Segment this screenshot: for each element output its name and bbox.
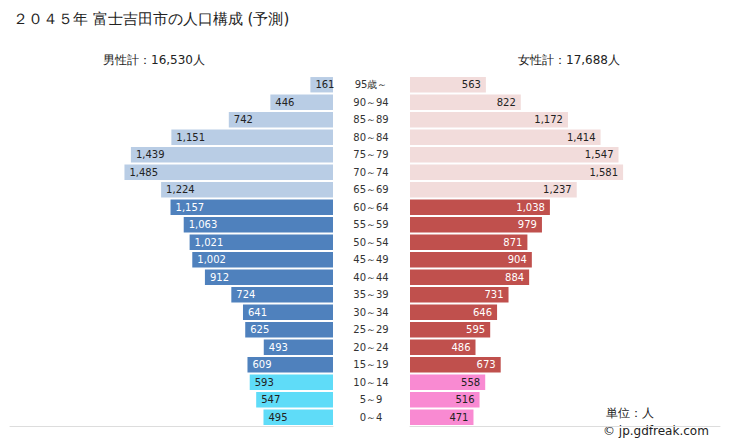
svg-text:1,002: 1,002: [197, 254, 226, 265]
svg-text:495: 495: [268, 412, 287, 423]
svg-text:486: 486: [451, 342, 470, 353]
svg-text:161: 161: [315, 79, 334, 90]
svg-text:70～74: 70～74: [353, 167, 388, 178]
svg-text:547: 547: [261, 394, 280, 405]
svg-text:20～24: 20～24: [353, 342, 388, 353]
svg-text:65～69: 65～69: [353, 184, 388, 195]
svg-text:1,172: 1,172: [534, 114, 563, 125]
svg-text:724: 724: [236, 289, 255, 300]
svg-text:884: 884: [505, 272, 524, 283]
svg-text:60～64: 60～64: [353, 202, 388, 213]
svg-text:822: 822: [497, 97, 516, 108]
svg-text:90～94: 90～94: [353, 97, 388, 108]
svg-text:75～79: 75～79: [353, 149, 388, 160]
svg-text:595: 595: [466, 324, 485, 335]
svg-text:1,038: 1,038: [516, 202, 545, 213]
svg-text:641: 641: [248, 307, 267, 318]
svg-text:30～34: 30～34: [353, 307, 388, 318]
svg-text:50～54: 50～54: [353, 237, 388, 248]
svg-text:1,021: 1,021: [195, 237, 224, 248]
svg-text:女性計：17,688人: 女性計：17,688人: [518, 53, 620, 67]
svg-text:1,439: 1,439: [136, 149, 165, 160]
svg-text:1,063: 1,063: [189, 219, 218, 230]
svg-text:646: 646: [473, 307, 492, 318]
svg-text:95歳～: 95歳～: [355, 79, 388, 90]
svg-text:625: 625: [250, 324, 269, 335]
svg-text:593: 593: [255, 377, 274, 388]
svg-text:979: 979: [518, 219, 537, 230]
svg-text:10～14: 10～14: [353, 377, 388, 388]
svg-text:471: 471: [449, 412, 468, 423]
svg-text:673: 673: [477, 359, 496, 370]
svg-text:1,237: 1,237: [543, 184, 572, 195]
svg-text:1,151: 1,151: [176, 132, 205, 143]
svg-text:２０４５年 富士吉田市の人口構成 (予測): ２０４５年 富士吉田市の人口構成 (予測): [13, 10, 289, 28]
svg-text:40～44: 40～44: [353, 272, 388, 283]
svg-text:© jp.gdfreak.com: © jp.gdfreak.com: [603, 424, 709, 438]
svg-text:609: 609: [252, 359, 271, 370]
svg-text:1,224: 1,224: [166, 184, 195, 195]
svg-text:563: 563: [462, 79, 481, 90]
svg-text:0～4: 0～4: [360, 412, 383, 423]
svg-text:85～89: 85～89: [353, 114, 388, 125]
svg-text:5～9: 5～9: [360, 394, 383, 405]
svg-text:80～84: 80～84: [353, 132, 388, 143]
svg-text:1,581: 1,581: [589, 167, 618, 178]
svg-text:1,485: 1,485: [129, 167, 158, 178]
svg-text:25～29: 25～29: [353, 324, 388, 335]
svg-text:15～19: 15～19: [353, 359, 388, 370]
svg-text:904: 904: [508, 254, 527, 265]
svg-text:446: 446: [275, 97, 294, 108]
svg-text:1,547: 1,547: [585, 149, 614, 160]
svg-text:1,157: 1,157: [176, 202, 205, 213]
svg-text:493: 493: [269, 342, 288, 353]
svg-text:男性計：16,530人: 男性計：16,530人: [103, 53, 205, 67]
svg-text:558: 558: [461, 377, 480, 388]
svg-text:55～59: 55～59: [353, 219, 388, 230]
svg-text:516: 516: [455, 394, 474, 405]
svg-text:731: 731: [484, 289, 503, 300]
svg-text:単位：人: 単位：人: [606, 406, 654, 420]
svg-text:1,414: 1,414: [567, 132, 596, 143]
svg-text:35～39: 35～39: [353, 289, 388, 300]
svg-text:912: 912: [210, 272, 229, 283]
svg-text:871: 871: [503, 237, 522, 248]
svg-text:742: 742: [234, 114, 253, 125]
svg-text:45～49: 45～49: [353, 254, 388, 265]
